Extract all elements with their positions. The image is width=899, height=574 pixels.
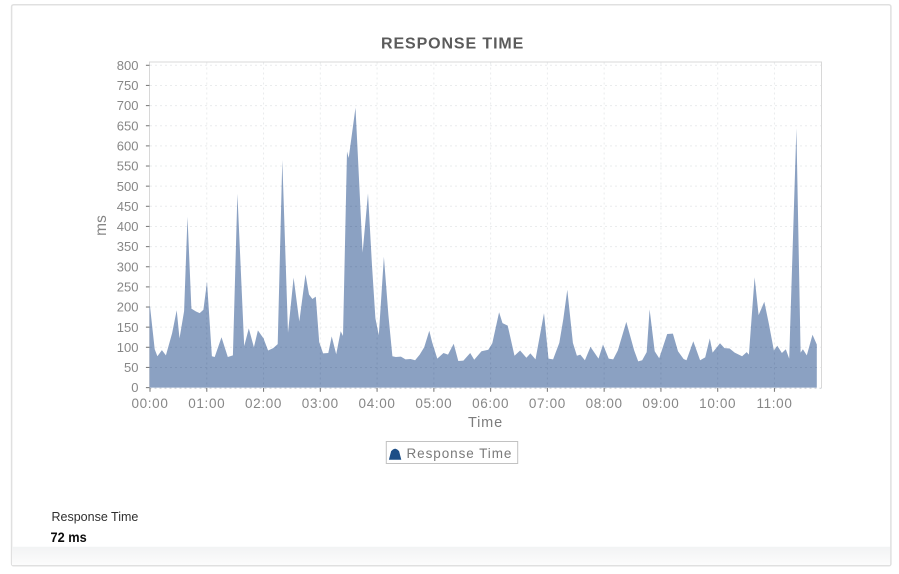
svg-text:200: 200: [117, 300, 139, 315]
svg-text:700: 700: [117, 98, 139, 113]
svg-text:400: 400: [117, 219, 139, 234]
svg-text:450: 450: [117, 199, 139, 214]
svg-text:Time: Time: [468, 415, 503, 431]
svg-text:0: 0: [131, 380, 138, 395]
svg-text:01:00: 01:00: [188, 396, 225, 411]
svg-text:150: 150: [117, 320, 139, 335]
svg-text:300: 300: [117, 259, 139, 274]
svg-text:02:00: 02:00: [245, 396, 282, 411]
svg-text:11:00: 11:00: [756, 396, 792, 411]
svg-text:250: 250: [117, 279, 139, 294]
svg-text:Response Time: Response Time: [52, 510, 139, 524]
svg-text:07:00: 07:00: [529, 396, 566, 411]
svg-text:RESPONSE TIME: RESPONSE TIME: [381, 36, 524, 53]
svg-text:500: 500: [117, 179, 139, 194]
svg-text:03:00: 03:00: [302, 396, 339, 411]
svg-text:00:00: 00:00: [131, 396, 168, 411]
svg-text:750: 750: [117, 78, 139, 93]
svg-text:600: 600: [117, 138, 139, 153]
svg-text:09:00: 09:00: [642, 396, 679, 411]
svg-text:06:00: 06:00: [472, 396, 509, 411]
svg-text:Response Time: Response Time: [407, 446, 512, 461]
svg-text:72 ms: 72 ms: [51, 529, 87, 545]
svg-text:800: 800: [117, 58, 139, 73]
svg-text:05:00: 05:00: [415, 396, 452, 411]
svg-text:04:00: 04:00: [359, 396, 396, 411]
svg-text:08:00: 08:00: [586, 396, 623, 411]
svg-text:350: 350: [117, 239, 139, 254]
svg-text:100: 100: [117, 340, 139, 355]
svg-text:550: 550: [117, 159, 139, 174]
svg-text:650: 650: [117, 118, 139, 133]
svg-text:50: 50: [124, 360, 138, 375]
svg-text:ms: ms: [93, 215, 110, 236]
svg-text:10:00: 10:00: [699, 396, 736, 411]
